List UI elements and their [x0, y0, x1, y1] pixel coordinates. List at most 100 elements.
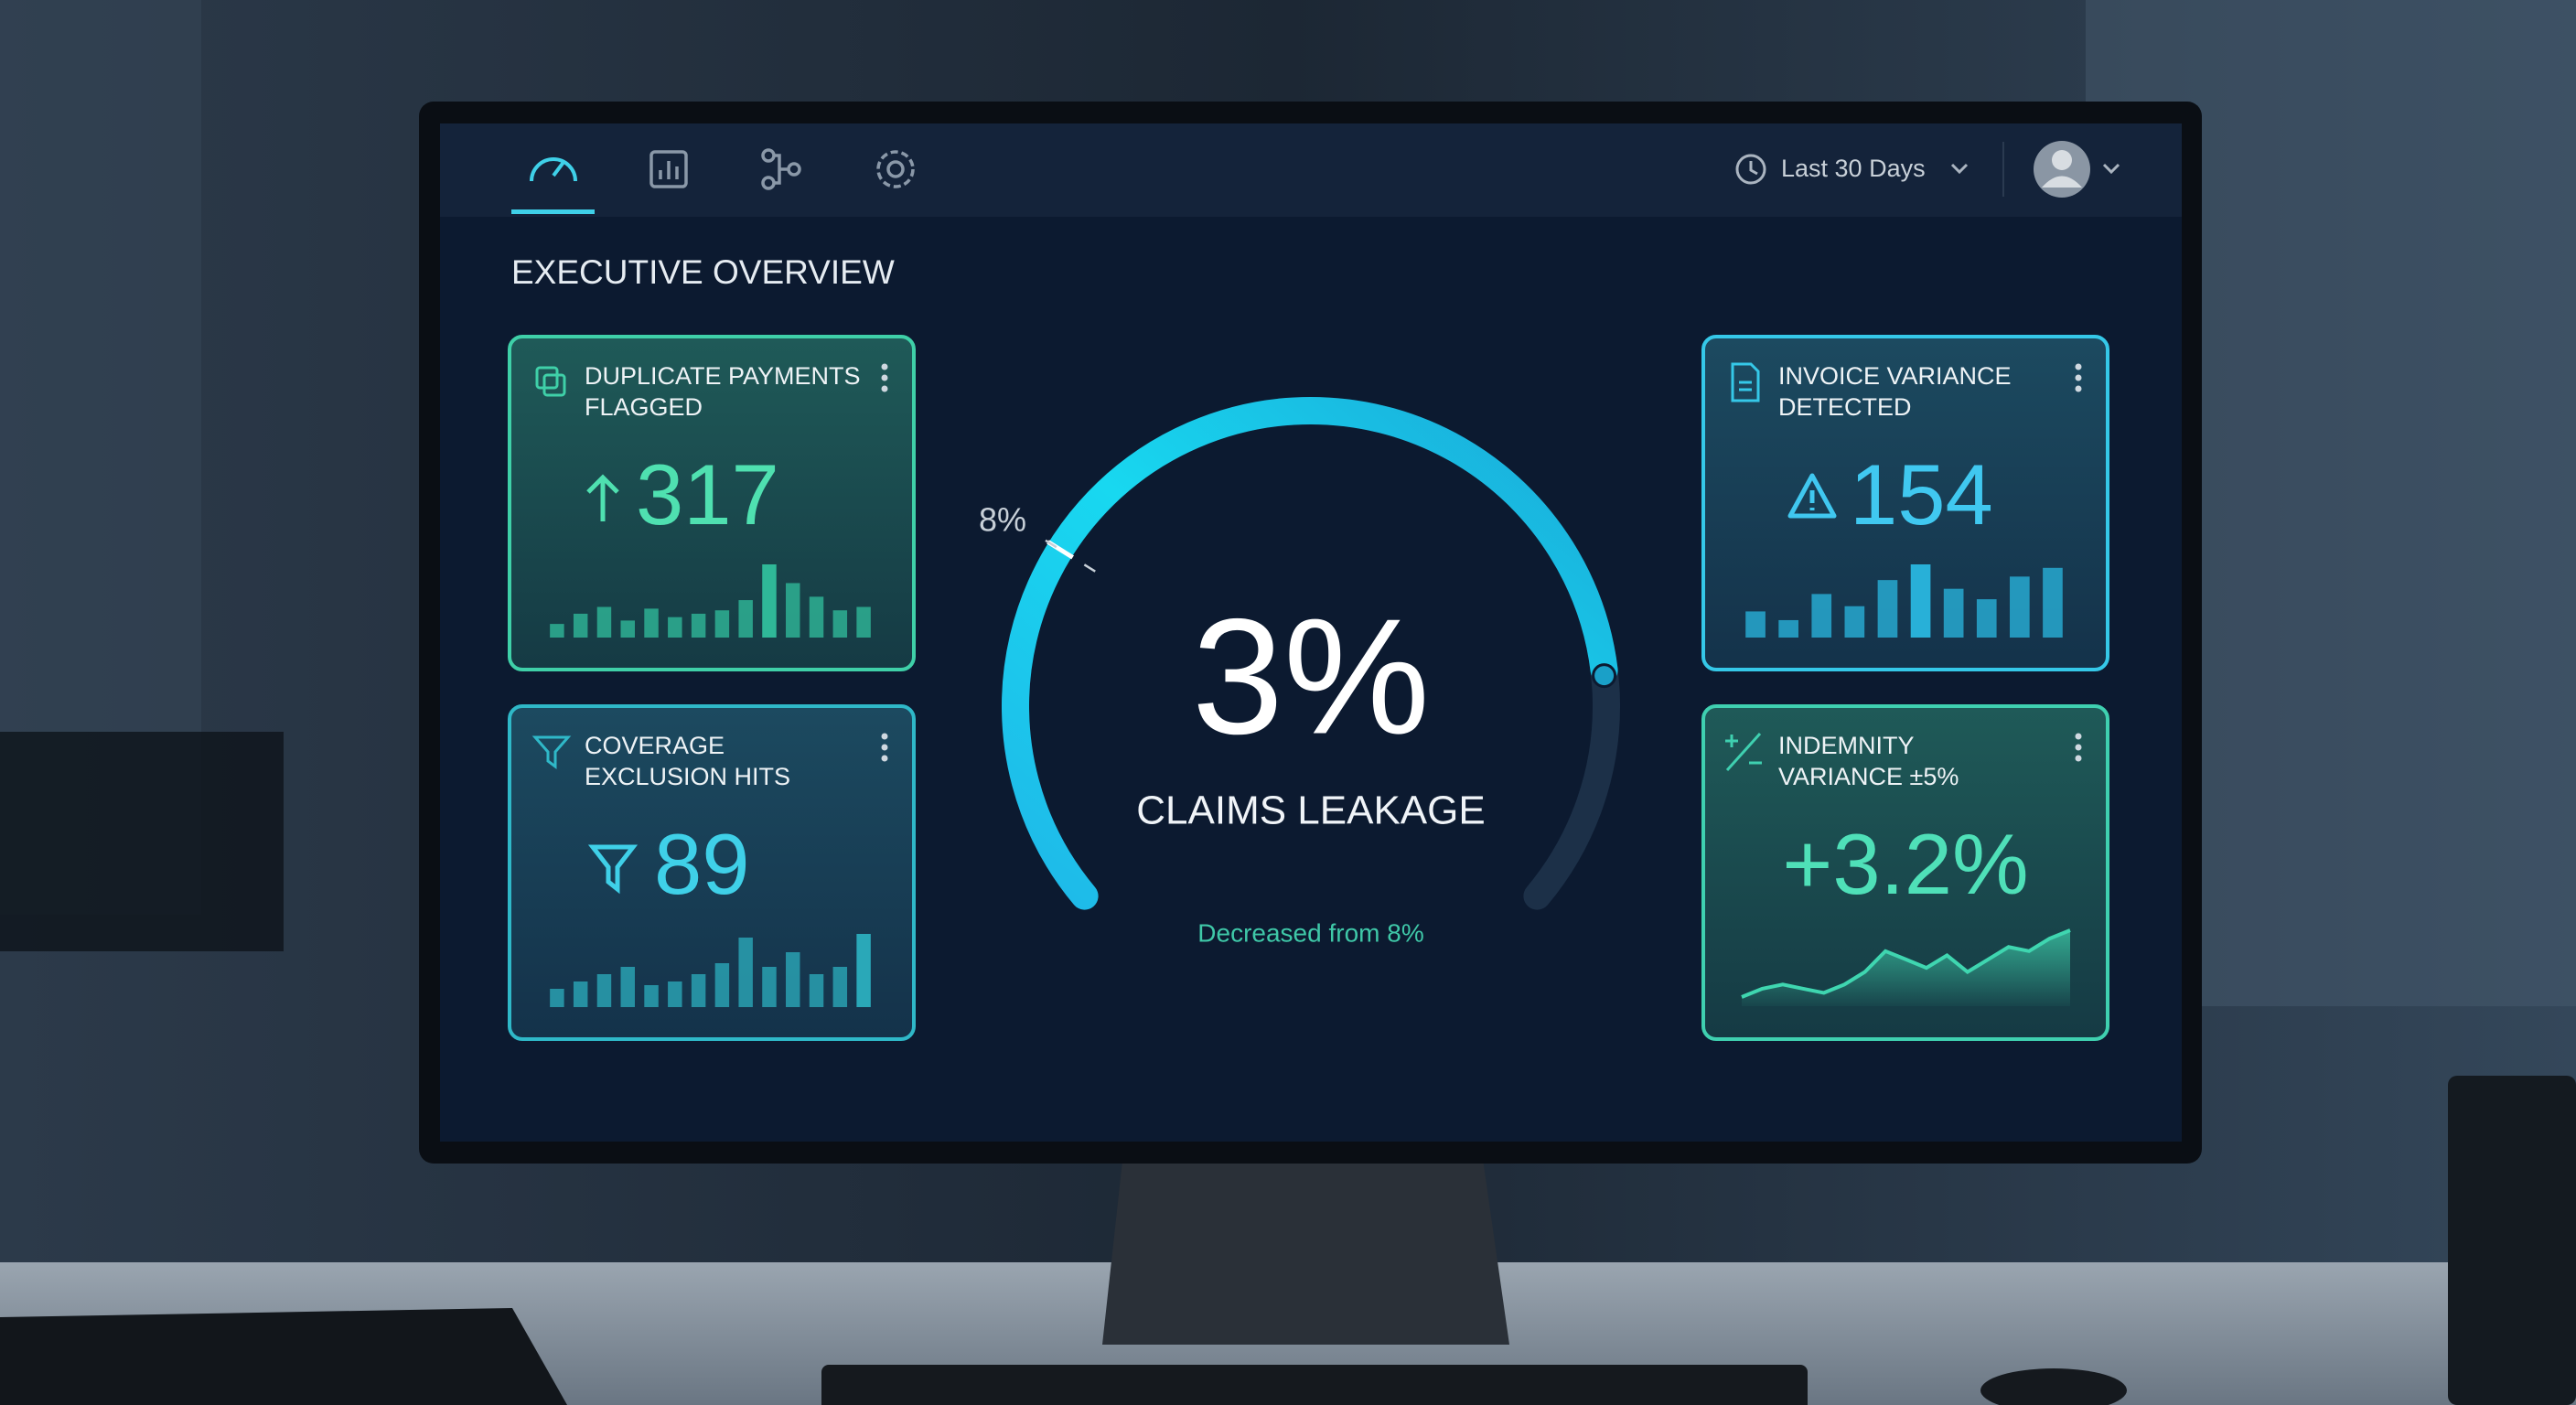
nav-settings[interactable]	[876, 150, 915, 188]
icon	[552, 159, 566, 177]
date-range: Last 30 Days	[1781, 155, 1926, 182]
spark-bar	[691, 974, 706, 1007]
spark-bar	[786, 583, 800, 638]
avatar	[2052, 150, 2072, 170]
spark-bar	[832, 967, 848, 1007]
keyboard	[821, 1365, 1808, 1405]
menu-dot	[881, 755, 888, 762]
menu-dot	[2075, 744, 2082, 751]
spark-bar	[1745, 611, 1766, 638]
spark-bar	[809, 596, 824, 638]
spark-bar	[1943, 588, 1964, 638]
menu-dot	[2075, 733, 2082, 740]
spark-bar	[738, 938, 753, 1007]
chevron	[2102, 163, 2120, 175]
nav-active-indicator	[511, 209, 595, 214]
card-value: 154	[1850, 446, 1993, 542]
gauge-marker-label: 8%	[979, 501, 1026, 539]
mouse	[1980, 1368, 2127, 1405]
card-icon	[1725, 732, 1762, 772]
monitor-stand	[1102, 1153, 1509, 1345]
value-icon	[586, 474, 619, 521]
menu-dot	[881, 385, 888, 392]
page-title: EXECUTIVE OVERVIEW	[511, 253, 895, 291]
spark-bar	[714, 610, 730, 638]
icon	[535, 366, 559, 390]
card-menu[interactable]	[2075, 363, 2082, 392]
card-menu[interactable]	[2075, 733, 2082, 762]
gauge-label: CLAIMS LEAKAGE	[1136, 788, 1485, 833]
spark-bar	[573, 613, 588, 638]
icon	[876, 150, 915, 188]
user-menu[interactable]	[2034, 141, 2120, 198]
clock-icon	[1749, 161, 1758, 176]
date-range-picker[interactable]: Last 30 Days	[1735, 154, 1969, 185]
gauge-note: Decreased from 8%	[1197, 918, 1423, 947]
card-icon	[535, 366, 566, 397]
gauge-knob	[1592, 663, 1617, 689]
nav-reports[interactable]	[649, 150, 688, 188]
spark-bar	[856, 606, 871, 638]
card-title: DETECTED	[1778, 393, 1912, 421]
spark-bar	[573, 981, 588, 1007]
card-title: EXCLUSION HITS	[585, 763, 790, 790]
menu-dot	[2075, 385, 2082, 392]
value-icon	[1787, 473, 1837, 519]
kpi-card: COVERAGE EXCLUSION HITS 89	[508, 704, 916, 1041]
kpi-card: INDEMNITY VARIANCE ±5% +3.2%	[1701, 704, 2109, 1041]
icon	[587, 844, 639, 895]
card-menu[interactable]	[881, 363, 888, 392]
spark-bar	[762, 967, 777, 1007]
icon	[649, 150, 688, 188]
spark-bar	[596, 606, 612, 638]
spark-bar	[596, 974, 612, 1007]
card-value: 317	[636, 446, 779, 542]
gauge: 8% 3% CLAIMS LEAKAGE Decreased from 8%	[979, 396, 1620, 947]
avatar	[2042, 176, 2082, 188]
spark-bar	[738, 600, 753, 638]
card-title: INDEMNITY	[1778, 732, 1915, 759]
chevron	[1950, 163, 1969, 175]
spark-bar	[762, 564, 777, 638]
spark-bar	[550, 989, 564, 1007]
spark-bar	[786, 952, 800, 1007]
spark-bar	[714, 963, 730, 1007]
spark-bar	[644, 985, 659, 1007]
nav-dashboard[interactable]	[530, 157, 577, 182]
menu-dot	[881, 744, 888, 751]
spark-bar	[1811, 594, 1832, 638]
icon	[1739, 381, 1752, 391]
spark-bar	[856, 934, 871, 1007]
card-value: +3.2%	[1782, 816, 2028, 912]
card-frame	[1701, 335, 2109, 671]
spark-bar	[832, 610, 848, 638]
card-menu[interactable]	[881, 733, 888, 762]
card-icon	[531, 735, 572, 769]
kpi-card: INVOICE VARIANCE DETECTED 154	[1701, 335, 2109, 671]
card-frame	[508, 335, 916, 671]
card-icon	[1731, 362, 1760, 402]
card-frame	[508, 704, 916, 1041]
spark-bar	[1778, 619, 1798, 638]
spark-bar	[668, 617, 682, 638]
trend-line	[1741, 928, 2071, 999]
menu-dot	[881, 374, 888, 381]
spark-bar	[2010, 576, 2030, 638]
nav-workflow[interactable]	[761, 148, 801, 190]
clock-icon	[1735, 154, 1766, 185]
menu-dot	[2075, 363, 2082, 370]
icon	[886, 160, 905, 178]
cup	[2448, 1076, 2576, 1405]
notebook	[0, 1308, 567, 1405]
card-title: FLAGGED	[585, 393, 703, 421]
trend-area	[1742, 930, 2070, 1006]
menu-dot	[881, 733, 888, 740]
card-title: DUPLICATE PAYMENTS	[585, 362, 861, 390]
spark-bar	[2043, 567, 2063, 638]
spark-bar	[550, 624, 564, 638]
icon	[542, 373, 566, 397]
card-title: INVOICE VARIANCE	[1778, 362, 2012, 390]
value-icon	[587, 844, 639, 895]
